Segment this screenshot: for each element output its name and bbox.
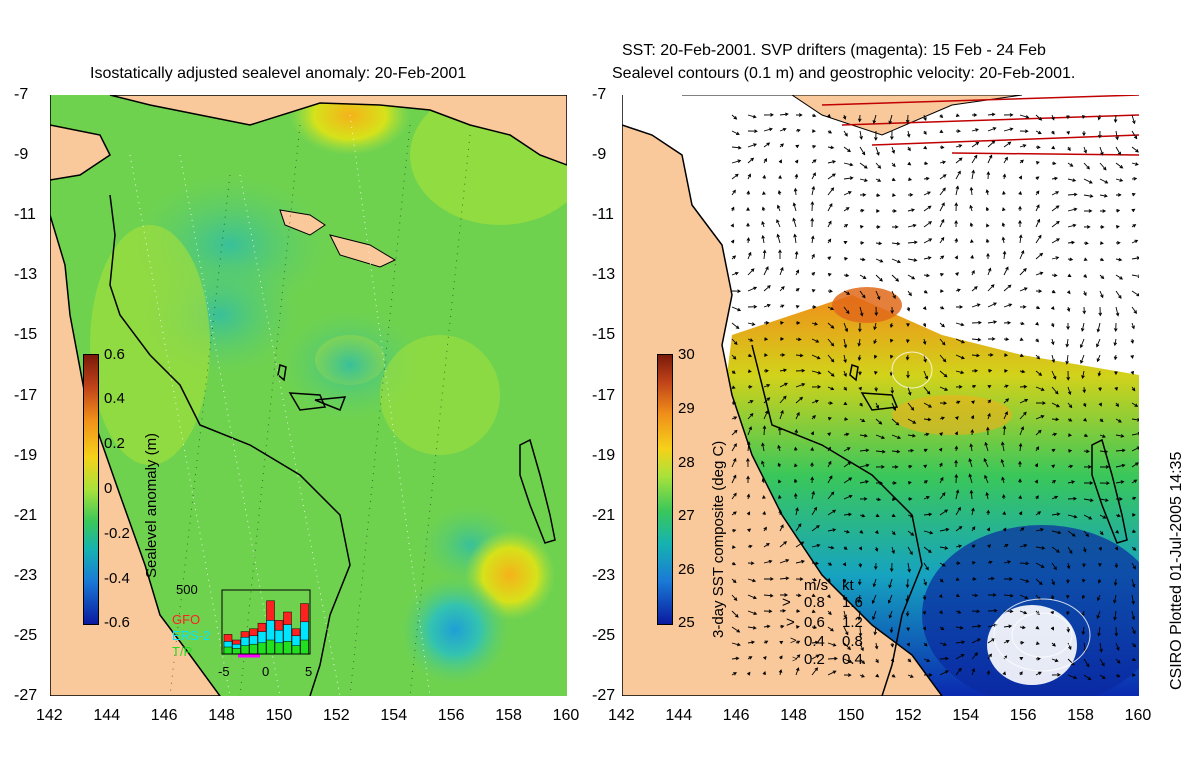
right-x-tick: 146 [722,707,750,724]
inset-bar [249,643,258,655]
right-y-tick: -19 [592,446,616,464]
velocity-legend-kt: 0.4 [842,651,863,668]
right-x-tick: 148 [780,707,807,724]
left-y-tick: -23 [14,566,38,584]
right-x-tick: 144 [665,707,693,724]
velocity-legend: m/s kt > 0.8 1.6 > 0.6 1.2 > 0.4 0.8 > 0… [780,578,880,668]
velocity-legend-arrow-icon: > [790,635,797,647]
right-y-tick: -17 [592,386,616,404]
right-y-tick: -13 [592,266,616,284]
right-x-tick: 150 [837,707,865,724]
velocity-legend-ms: 0.6 [804,614,825,631]
left-x-tick: 154 [380,707,408,724]
left-x-tick: 150 [265,707,293,724]
velocity-legend-arrow-icon: > [786,614,795,631]
velocity-legend-arrow-icon: > [782,594,791,611]
inset-xtick: -5 [218,664,230,679]
sst-colorbar-tick: 26 [678,561,695,578]
left-x-tick: 148 [208,707,235,724]
inset-ytick: 500 [176,582,198,597]
right-panel-title-line1: SST: 20-Feb-2001. SVP drifters (magenta)… [622,42,1046,59]
sst-colorbar-label: 3-day SST composite (deg C) [710,440,727,638]
velocity-legend-arrow-icon: > [792,654,798,664]
inset-bar [223,646,233,655]
inset-legend-ers2: ERS-2 [172,628,211,643]
right-x-tick: 156 [1009,707,1037,724]
right-y-tick: -15 [592,326,616,344]
velocity-legend-kt: 1.6 [842,594,863,611]
velocity-legend-kt: 0.8 [842,633,863,650]
inset-legend-gfo: GFO [172,612,201,627]
right-y-tick: -23 [592,566,616,584]
left-x-tick: 142 [36,707,63,724]
left-x-tick: 158 [495,707,522,724]
inset-bar [300,639,309,655]
velocity-legend-ms: 0.8 [804,594,825,611]
right-panel-title-line2: Sealevel contours (0.1 m) and geostrophi… [612,65,1076,82]
velocity-legend-header-ms: m/s [804,577,829,594]
left-x-tick: 160 [552,707,580,724]
sealevel-colorbar-tick: 0.2 [104,435,125,452]
sst-map [622,95,1139,696]
inset-bar [291,645,301,655]
inset-bar [266,639,275,655]
sealevel-colorbar-label: Sealevel anomaly (m) [143,432,160,578]
left-x-tick: 152 [323,707,350,724]
left-y-tick: -19 [14,446,38,464]
right-x-tick: 160 [1124,707,1152,724]
right-y-tick: -11 [592,206,614,224]
velocity-legend-kt: 1.2 [842,614,863,631]
left-y-tick: -11 [14,206,36,224]
sealevel-colorbar [83,354,99,625]
sst-colorbar-tick: 29 [678,400,695,417]
sst-colorbar [657,354,673,625]
sealevel-colorbar-tick: 0.4 [104,390,125,407]
inset-bars [221,589,311,658]
right-x-tick: 152 [895,707,922,724]
inset-xtick: 5 [305,664,313,679]
right-x-tick: 158 [1067,707,1094,724]
inset-bar [274,642,284,655]
right-y-tick: -21 [592,506,616,524]
sst-colorbar-tick: 25 [678,614,695,631]
sealevel-colorbar-tick: -0.4 [104,570,130,587]
inset-xtick: 0 [262,664,270,679]
left-y-tick: -25 [14,626,38,644]
left-panel-title: Isostatically adjusted sealevel anomaly:… [90,65,467,82]
right-y-tick: -7 [592,86,607,103]
left-y-tick: -17 [14,386,38,404]
sealevel-colorbar-tick: 0 [104,480,113,497]
left-x-tick: 144 [93,707,121,724]
inset-bar [232,648,241,655]
sst-map-graphic [622,95,1139,696]
plot-credit: CSIRO Plotted 01-Jul-2005 14:35 [1168,451,1185,690]
left-x-tick: 146 [150,707,178,724]
right-y-tick: -9 [592,146,607,164]
left-x-tick: 156 [437,707,465,724]
inset-bar [283,641,292,655]
left-y-tick: -21 [14,506,38,524]
inset-bar [257,642,267,655]
right-x-tick: 154 [952,707,980,724]
sst-colorbar-tick: 27 [678,507,695,524]
velocity-legend-header-kt: kt [842,577,854,594]
left-y-tick: -15 [14,326,38,344]
inset-legend-tp: T/P [172,644,193,659]
left-y-tick: -9 [14,146,29,164]
left-y-tick: -7 [14,86,29,103]
right-x-tick: 142 [608,707,635,724]
sealevel-colorbar-tick: 0.6 [104,346,125,363]
sst-colorbar-tick: 28 [678,454,695,471]
sealevel-colorbar-tick: -0.6 [104,614,130,631]
inset-bar [240,645,250,655]
left-y-tick: -27 [14,687,38,704]
right-y-tick: -27 [592,687,616,704]
sst-colorbar-tick: 30 [678,346,695,363]
velocity-legend-ms: 0.2 [804,651,825,668]
altimeter-inset: 500 GFO ERS-2 T/P -5 0 5 [172,580,322,680]
left-y-tick: -13 [14,266,38,284]
right-y-tick: -25 [592,626,616,644]
velocity-legend-ms: 0.4 [804,633,825,650]
sealevel-colorbar-tick: -0.2 [104,525,130,542]
